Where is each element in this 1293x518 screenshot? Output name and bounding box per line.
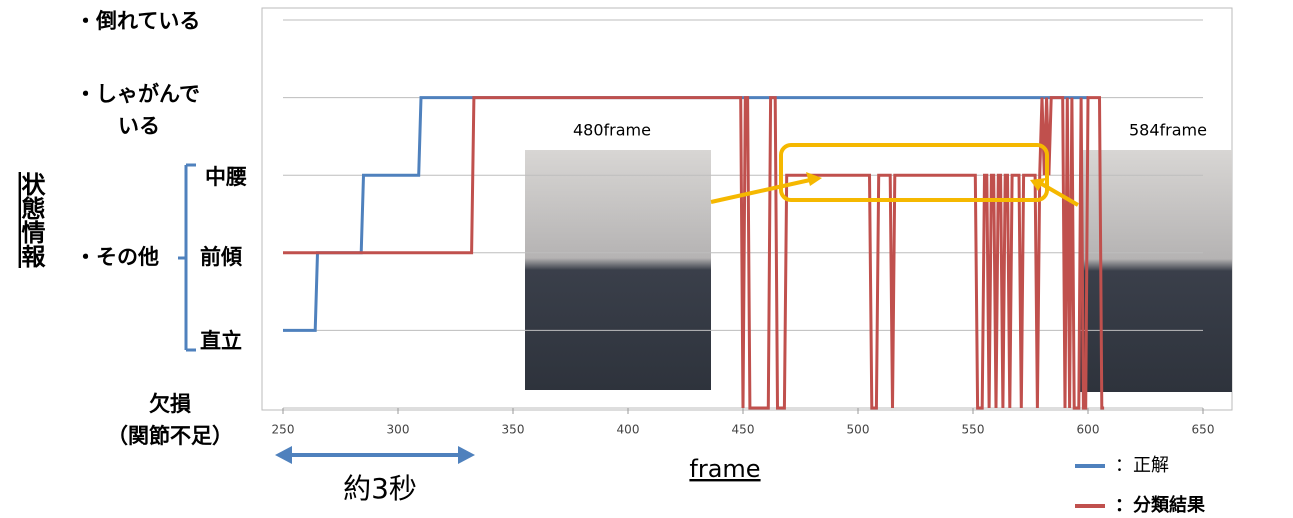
photo <box>525 150 711 390</box>
page: {"chart_data":{"type":"line", "y_title":… <box>0 0 1293 518</box>
x-tick-label: 550 <box>962 423 985 437</box>
duration-arrow <box>275 446 475 464</box>
x-label: frame <box>689 455 760 483</box>
caption: 584frame <box>1129 121 1207 140</box>
chart: ・その他 状態情報 frame 約3秒 480frame 584frame ・倒… <box>0 0 1293 518</box>
x-tick-label: 600 <box>1077 423 1100 437</box>
y-title: 状態情報 <box>17 172 45 269</box>
x-tick-label: 300 <box>387 423 410 437</box>
group-label: ・その他 <box>75 245 159 269</box>
x-tick-label: 500 <box>847 423 870 437</box>
x-tick-label: 250 <box>272 423 295 437</box>
x-tick-label: 400 <box>617 423 640 437</box>
legend-label: ：正解 <box>1115 455 1169 476</box>
annotation: 約3秒 <box>343 472 417 505</box>
x-tick-label: 350 <box>502 423 525 437</box>
x-tick-label: 650 <box>1192 423 1215 437</box>
y-tick-label: ・しゃがんでいる <box>75 82 200 138</box>
y-tick-label: 中腰 <box>205 165 247 189</box>
x-tick-label: 450 <box>732 423 755 437</box>
y-tick-label: 直立 <box>200 329 242 353</box>
y-tick-label: ・倒れている <box>75 9 200 33</box>
y-tick-label: 前傾 <box>200 245 243 269</box>
legend-label: ：分類結果 <box>1115 494 1206 516</box>
y-tick-label: 欠損（関節不足） <box>107 392 233 448</box>
caption: 480frame <box>573 121 651 140</box>
